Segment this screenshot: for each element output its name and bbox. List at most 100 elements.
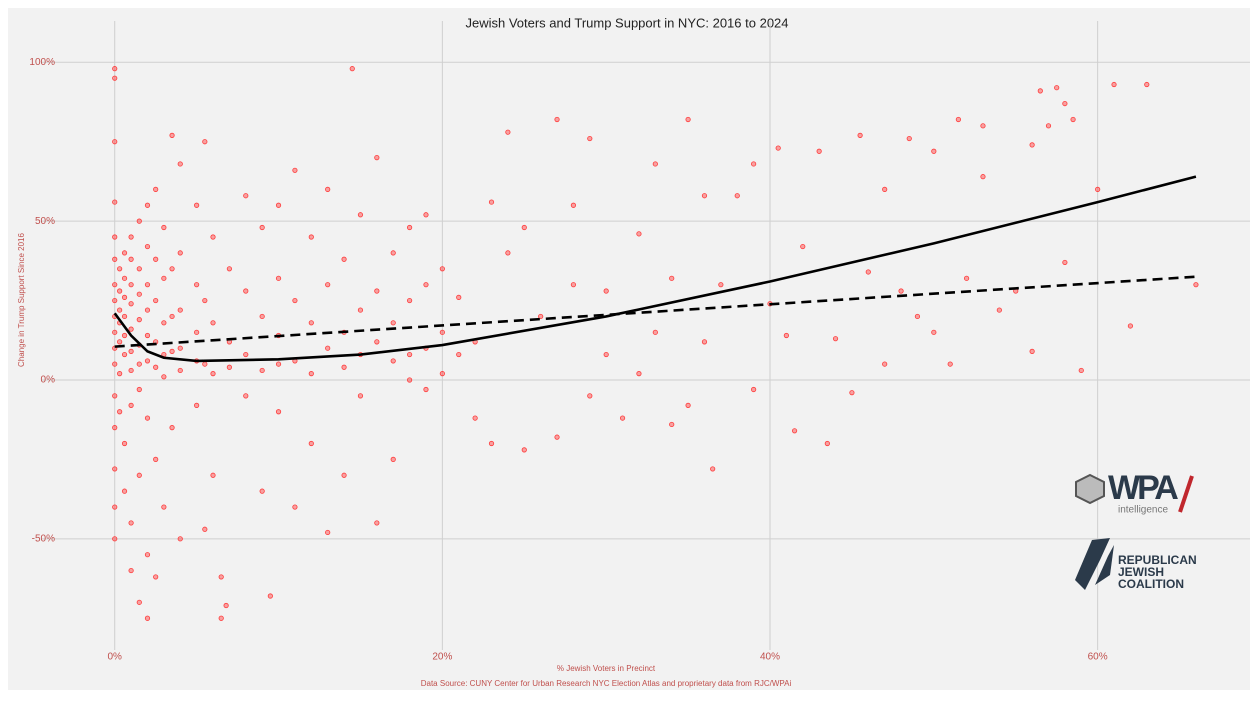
- point: [112, 75, 118, 81]
- source: Data Source: CUNY Center for Urban Resea…: [421, 679, 792, 688]
- point: [136, 291, 142, 297]
- point: [161, 275, 167, 281]
- wpa-emblem: [1075, 473, 1105, 505]
- point: [423, 212, 429, 218]
- point: [161, 320, 167, 326]
- point: [931, 148, 937, 154]
- point: [121, 351, 128, 358]
- point: [169, 313, 175, 320]
- y-tick-label: 100%: [29, 57, 55, 68]
- y-axis-label: Change in Trump Support Since 2016: [17, 233, 26, 367]
- point: [267, 593, 273, 599]
- point: [144, 358, 151, 364]
- point: [128, 567, 134, 574]
- point: [136, 472, 142, 478]
- point: [194, 402, 200, 408]
- point: [652, 329, 658, 335]
- point: [824, 440, 830, 447]
- point: [202, 361, 208, 367]
- point: [218, 615, 224, 621]
- point: [357, 393, 364, 399]
- points: [112, 66, 1199, 621]
- point: [1062, 100, 1068, 107]
- wpa-subtext: intelligence: [1118, 505, 1168, 516]
- point: [619, 415, 626, 421]
- point: [136, 386, 142, 393]
- point: [136, 266, 142, 272]
- point: [1029, 142, 1035, 148]
- point: [308, 440, 314, 447]
- point: [144, 415, 151, 421]
- point: [259, 488, 265, 494]
- point: [177, 345, 183, 351]
- point: [325, 345, 331, 351]
- point: [112, 536, 118, 542]
- point: [128, 301, 134, 307]
- point: [308, 234, 314, 240]
- point: [177, 367, 183, 374]
- wpa-i-mark: [1178, 475, 1194, 513]
- point: [849, 390, 855, 396]
- point: [538, 313, 544, 320]
- point: [1095, 186, 1101, 192]
- point: [1078, 367, 1084, 374]
- point: [177, 250, 183, 256]
- point: [882, 361, 888, 367]
- point: [800, 243, 806, 250]
- point: [194, 202, 200, 208]
- point: [374, 520, 380, 526]
- point: [603, 288, 609, 294]
- point: [161, 504, 167, 510]
- plot-background: [8, 8, 1250, 690]
- y-tick-label: -50%: [32, 533, 55, 544]
- point: [144, 332, 151, 339]
- point: [341, 256, 347, 262]
- point: [914, 313, 921, 320]
- point: [153, 256, 159, 262]
- point: [177, 536, 183, 542]
- point: [554, 434, 560, 440]
- y-tick-label: 0%: [41, 375, 56, 386]
- point: [136, 317, 142, 323]
- point: [243, 351, 249, 358]
- point: [865, 269, 871, 275]
- point: [161, 374, 167, 380]
- point: [570, 282, 577, 288]
- point: [112, 504, 118, 510]
- point: [685, 116, 691, 123]
- point: [357, 212, 364, 218]
- point: [117, 307, 123, 313]
- point: [406, 297, 413, 304]
- point: [783, 332, 789, 339]
- point: [112, 256, 118, 262]
- point: [128, 348, 134, 354]
- point: [112, 425, 118, 431]
- point: [112, 361, 118, 367]
- point: [390, 250, 396, 256]
- point: [669, 275, 675, 281]
- point: [1045, 123, 1052, 129]
- point: [349, 66, 355, 72]
- point: [292, 504, 298, 510]
- point: [169, 266, 175, 272]
- point: [121, 488, 128, 494]
- point: [325, 186, 331, 192]
- point: [472, 415, 478, 421]
- point: [144, 615, 151, 621]
- rjc-line-3: COALITION: [1118, 577, 1184, 591]
- point: [177, 161, 183, 167]
- point: [669, 421, 675, 428]
- point: [194, 329, 200, 335]
- point: [153, 364, 159, 370]
- point: [117, 409, 123, 415]
- point: [308, 371, 314, 377]
- point: [996, 307, 1002, 313]
- point: [832, 336, 839, 342]
- point: [308, 320, 314, 326]
- point: [112, 66, 118, 72]
- point: [177, 307, 183, 313]
- point: [1029, 348, 1035, 354]
- point: [439, 266, 445, 272]
- rjc-emblem-2: [1095, 545, 1114, 585]
